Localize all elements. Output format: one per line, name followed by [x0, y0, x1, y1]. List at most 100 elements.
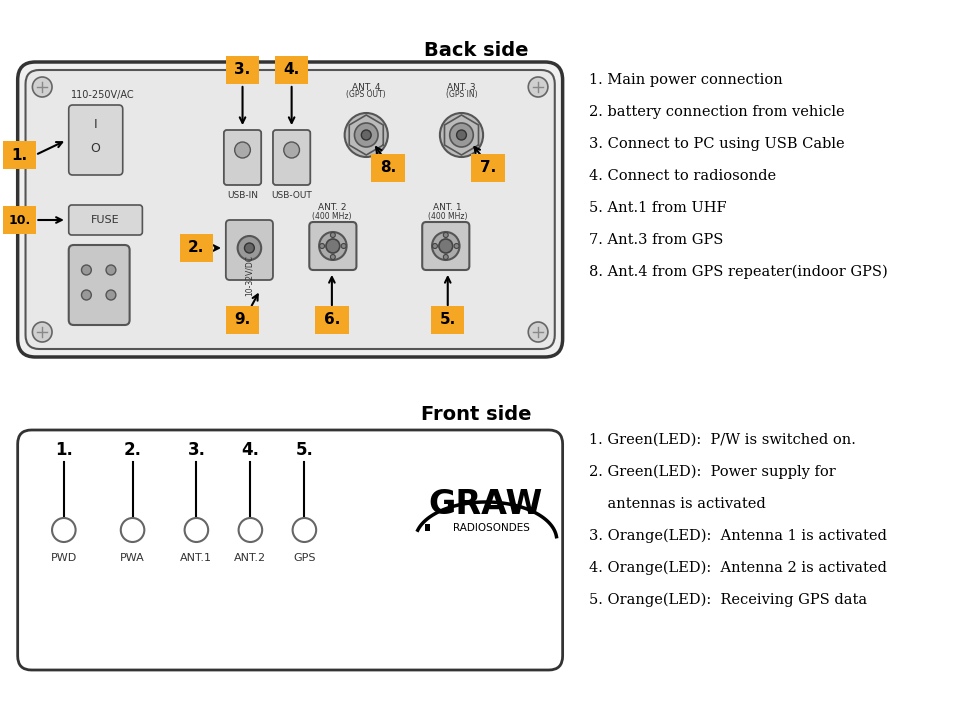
- FancyBboxPatch shape: [68, 245, 130, 325]
- FancyBboxPatch shape: [226, 220, 273, 280]
- Bar: [180, 234, 213, 262]
- Circle shape: [326, 239, 340, 253]
- Circle shape: [450, 123, 473, 147]
- Text: 1. Main power connection: 1. Main power connection: [589, 73, 783, 87]
- FancyBboxPatch shape: [273, 130, 310, 185]
- Circle shape: [284, 142, 299, 158]
- Text: 7.: 7.: [480, 160, 496, 175]
- Text: 2. Green(LED):  Power supply for: 2. Green(LED): Power supply for: [589, 465, 836, 479]
- FancyBboxPatch shape: [68, 205, 143, 235]
- Text: Front side: Front side: [421, 406, 532, 425]
- Text: (400 MHz): (400 MHz): [312, 212, 351, 220]
- Bar: [471, 154, 505, 182]
- Text: 5.: 5.: [296, 441, 313, 459]
- Text: 1.: 1.: [55, 441, 73, 459]
- FancyBboxPatch shape: [17, 62, 562, 357]
- Text: 4. Orange(LED):  Antenna 2 is activated: 4. Orange(LED): Antenna 2 is activated: [589, 561, 887, 575]
- Text: ANT. 3: ANT. 3: [447, 82, 476, 92]
- Text: 5.: 5.: [440, 313, 455, 328]
- Circle shape: [185, 518, 208, 542]
- Circle shape: [529, 322, 548, 342]
- Circle shape: [330, 254, 335, 259]
- Circle shape: [361, 130, 371, 140]
- FancyBboxPatch shape: [422, 222, 469, 270]
- Text: 3. Connect to PC using USB Cable: 3. Connect to PC using USB Cable: [589, 137, 845, 151]
- Text: PWA: PWA: [120, 553, 145, 563]
- FancyBboxPatch shape: [26, 70, 555, 349]
- Text: 110-250V/AC: 110-250V/AC: [71, 90, 135, 100]
- Circle shape: [439, 239, 453, 253]
- Circle shape: [235, 142, 250, 158]
- FancyBboxPatch shape: [17, 430, 562, 670]
- Circle shape: [106, 290, 116, 300]
- Circle shape: [443, 254, 448, 259]
- Circle shape: [245, 243, 254, 253]
- Text: ANT. 4: ANT. 4: [352, 82, 380, 92]
- Circle shape: [341, 243, 346, 248]
- Circle shape: [239, 518, 262, 542]
- Text: 3.: 3.: [234, 63, 250, 77]
- Circle shape: [456, 130, 466, 140]
- Text: 3.: 3.: [188, 441, 205, 459]
- Text: O: O: [91, 142, 100, 155]
- Text: ANT. 1: ANT. 1: [433, 204, 462, 212]
- Text: Back side: Back side: [424, 40, 529, 59]
- Circle shape: [330, 232, 335, 238]
- Text: 4. Connect to radiosonde: 4. Connect to radiosonde: [589, 169, 776, 183]
- Circle shape: [319, 232, 347, 260]
- Text: 2.: 2.: [123, 441, 142, 459]
- FancyBboxPatch shape: [68, 105, 122, 175]
- Circle shape: [82, 290, 91, 300]
- Text: 5. Orange(LED):  Receiving GPS data: 5. Orange(LED): Receiving GPS data: [589, 593, 868, 607]
- Text: GRAW: GRAW: [429, 489, 543, 521]
- Text: 6.: 6.: [324, 313, 340, 328]
- Circle shape: [455, 243, 459, 248]
- Text: 10.: 10.: [9, 214, 31, 227]
- Circle shape: [82, 265, 91, 275]
- Text: 2. battery connection from vehicle: 2. battery connection from vehicle: [589, 105, 845, 119]
- Circle shape: [440, 113, 483, 157]
- Text: 8. Ant.4 from GPS repeater(indoor GPS): 8. Ant.4 from GPS repeater(indoor GPS): [589, 265, 888, 279]
- Text: ANT. 2: ANT. 2: [318, 204, 346, 212]
- FancyBboxPatch shape: [309, 222, 356, 270]
- Text: GPS: GPS: [293, 553, 316, 563]
- Text: (400 MHz): (400 MHz): [428, 212, 467, 220]
- Text: 7. Ant.3 from GPS: 7. Ant.3 from GPS: [589, 233, 723, 247]
- Text: 5. Ant.1 from UHF: 5. Ant.1 from UHF: [589, 201, 727, 215]
- Bar: [274, 56, 308, 84]
- FancyBboxPatch shape: [223, 130, 261, 185]
- Bar: [315, 306, 349, 334]
- Text: 10-32V/DC: 10-32V/DC: [245, 254, 254, 295]
- Text: antennas is activated: antennas is activated: [589, 497, 766, 511]
- Circle shape: [443, 232, 448, 238]
- Bar: [371, 154, 404, 182]
- Circle shape: [354, 123, 378, 147]
- Text: 4.: 4.: [242, 441, 259, 459]
- Text: (GPS OUT): (GPS OUT): [347, 90, 386, 100]
- Circle shape: [345, 113, 388, 157]
- Circle shape: [33, 77, 52, 97]
- Circle shape: [120, 518, 144, 542]
- Bar: [226, 56, 259, 84]
- Text: 8.: 8.: [379, 160, 396, 175]
- Circle shape: [432, 243, 437, 248]
- Text: 1. Green(LED):  P/W is switched on.: 1. Green(LED): P/W is switched on.: [589, 433, 856, 447]
- Circle shape: [33, 322, 52, 342]
- Text: 2.: 2.: [188, 240, 204, 256]
- Text: I: I: [93, 118, 97, 131]
- Text: USB-OUT: USB-OUT: [272, 191, 312, 199]
- Circle shape: [106, 265, 116, 275]
- Text: ANT.2: ANT.2: [234, 553, 267, 563]
- Text: 1.: 1.: [12, 147, 28, 162]
- Text: RADIOSONDES: RADIOSONDES: [453, 523, 530, 533]
- Bar: [3, 141, 37, 169]
- Circle shape: [293, 518, 316, 542]
- Circle shape: [52, 518, 76, 542]
- Text: 3. Orange(LED):  Antenna 1 is activated: 3. Orange(LED): Antenna 1 is activated: [589, 529, 887, 543]
- Text: 9.: 9.: [234, 313, 250, 328]
- Text: USB-IN: USB-IN: [227, 191, 258, 199]
- Bar: [431, 306, 464, 334]
- Bar: [3, 206, 37, 234]
- Bar: [226, 306, 259, 334]
- Circle shape: [238, 236, 261, 260]
